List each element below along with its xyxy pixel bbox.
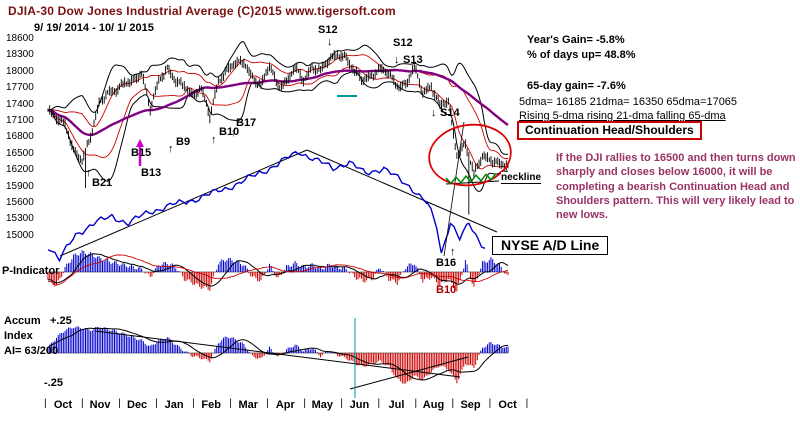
- x-axis-tick: |: [266, 398, 269, 409]
- accum-trendline: [349, 356, 469, 390]
- x-axis-month: Jun: [349, 399, 370, 411]
- y-axis-tick: 15600: [6, 197, 34, 208]
- signal-arrow: ↑: [211, 134, 217, 146]
- signal-s14: S14: [440, 107, 460, 119]
- y-axis-tick: 17400: [6, 98, 34, 110]
- signal-arrow: ↓: [394, 54, 400, 66]
- commentary-text: If the DJI rallies to 16500 and then tur…: [556, 152, 796, 222]
- accum-label: Accum: [4, 315, 41, 327]
- signal-arrow: ↑: [168, 143, 174, 155]
- y-axis-tick: 15300: [6, 213, 34, 225]
- y-axis-tick: 18600: [6, 33, 34, 44]
- head-shoulders-ellipse: [428, 123, 512, 187]
- crash-connector-line: [443, 121, 465, 257]
- upper-band-black: [47, 41, 508, 155]
- accum-ma-line: [47, 327, 509, 381]
- y-axis-tick: 16800: [6, 131, 34, 143]
- stat-dma-values: 5dma= 16185 21dma= 16350 65dma=17065: [519, 96, 738, 108]
- signal-b16: B16: [436, 257, 457, 269]
- y-axis-tick: 15900: [6, 180, 34, 192]
- ad-trendline: [306, 149, 498, 233]
- x-axis-tick: |: [340, 398, 343, 409]
- plus25-label: +.25: [50, 315, 72, 327]
- ma65-line: [47, 68, 509, 137]
- upper-band-red: [48, 54, 508, 159]
- y-axis-tick: 18000: [6, 65, 34, 77]
- x-axis-tick: |: [488, 398, 492, 409]
- x-axis-month: Apr: [275, 399, 295, 411]
- p-indicator-label: P-Indicator: [2, 265, 60, 277]
- y-axis-tick: 16200: [6, 164, 34, 176]
- x-axis-month: Oct: [53, 399, 73, 411]
- y-axis-tick: 15000: [6, 229, 34, 241]
- x-axis-tick: |: [451, 398, 455, 409]
- minus25-label: -.25: [44, 377, 63, 389]
- accum-trendline: [94, 330, 461, 378]
- x-axis-tick: |: [44, 398, 47, 409]
- x-axis-month: Oct: [498, 399, 517, 411]
- x-axis-tick: |: [303, 398, 306, 409]
- magenta-arrowhead: [136, 139, 144, 147]
- x-axis-month: Nov: [89, 399, 111, 411]
- signal-arrow: ↑: [231, 127, 237, 139]
- nyse-ad-line-box: NYSE A/D Line: [492, 236, 609, 256]
- x-axis-tick: |: [229, 398, 232, 409]
- x-axis-month: Jul: [388, 399, 405, 411]
- stat-65day-gain: 65-day gain= -7.6%: [527, 80, 626, 92]
- p-ma-black: [47, 253, 509, 287]
- signal-b9: B9: [176, 136, 191, 148]
- stat-years-gain: Year's Gain= -5.8%: [527, 34, 625, 46]
- signal-arrow: ↓: [431, 107, 437, 119]
- x-axis-tick: |: [155, 398, 158, 409]
- signal-s12: S12: [318, 24, 338, 36]
- x-axis-tick: |: [414, 398, 418, 409]
- stat-dma-trends: Rising 5-dma rising 21-dma falling 65-dm…: [519, 110, 726, 122]
- x-axis-month: May: [311, 399, 334, 411]
- signal-b21: B21: [92, 177, 113, 189]
- x-axis-month: Feb: [201, 399, 221, 411]
- signal-s12: S12: [393, 37, 413, 49]
- index-label: Index: [4, 330, 33, 342]
- stat-pct-days-up: % of days up= 48.8%: [527, 49, 636, 61]
- neckline-label: neckline: [501, 172, 542, 184]
- nyse-ad-line: [47, 150, 486, 263]
- x-axis-tick: |: [81, 398, 84, 409]
- x-axis-month: Dec: [127, 399, 148, 411]
- x-axis-month: Jan: [164, 399, 184, 411]
- y-axis-tick: 16500: [6, 147, 34, 159]
- signal-b15: B15: [131, 147, 152, 159]
- chart-title: DJIA-30 Dow Jones Industrial Average (C)…: [8, 4, 396, 18]
- signal-b13: B13: [141, 167, 162, 179]
- y-axis-tick: 17700: [6, 82, 34, 94]
- ai-ratio-label: AI= 63/200: [4, 345, 59, 357]
- signal-arrow: ↑: [450, 246, 456, 258]
- y-axis-tick: 18300: [6, 49, 34, 61]
- pattern-callout-box: Continuation Head/Shoulders: [517, 121, 702, 141]
- neckline-zigzag: [445, 172, 497, 185]
- p-ma-red: [47, 254, 509, 286]
- x-axis-tick: |: [118, 398, 121, 409]
- signal-b17: B17: [236, 117, 257, 129]
- x-axis-tick: |: [377, 398, 381, 409]
- signal-arrow: ↑: [86, 167, 92, 179]
- y-axis-tick: 17100: [6, 115, 34, 126]
- signal-s13: S13: [403, 54, 423, 66]
- x-axis-month: Sep: [460, 399, 481, 411]
- x-axis-month: Aug: [422, 399, 445, 411]
- signal-arrow: ↓: [327, 36, 333, 48]
- x-axis-tick: |: [192, 398, 195, 409]
- date-range: 9/ 19/ 2014 - 10/ 1/ 2015: [34, 22, 154, 34]
- signal-b10: B10: [219, 126, 240, 138]
- x-axis-tick: |: [525, 398, 529, 409]
- signal-b10: B10: [436, 284, 457, 296]
- x-axis-month: Mar: [238, 399, 259, 411]
